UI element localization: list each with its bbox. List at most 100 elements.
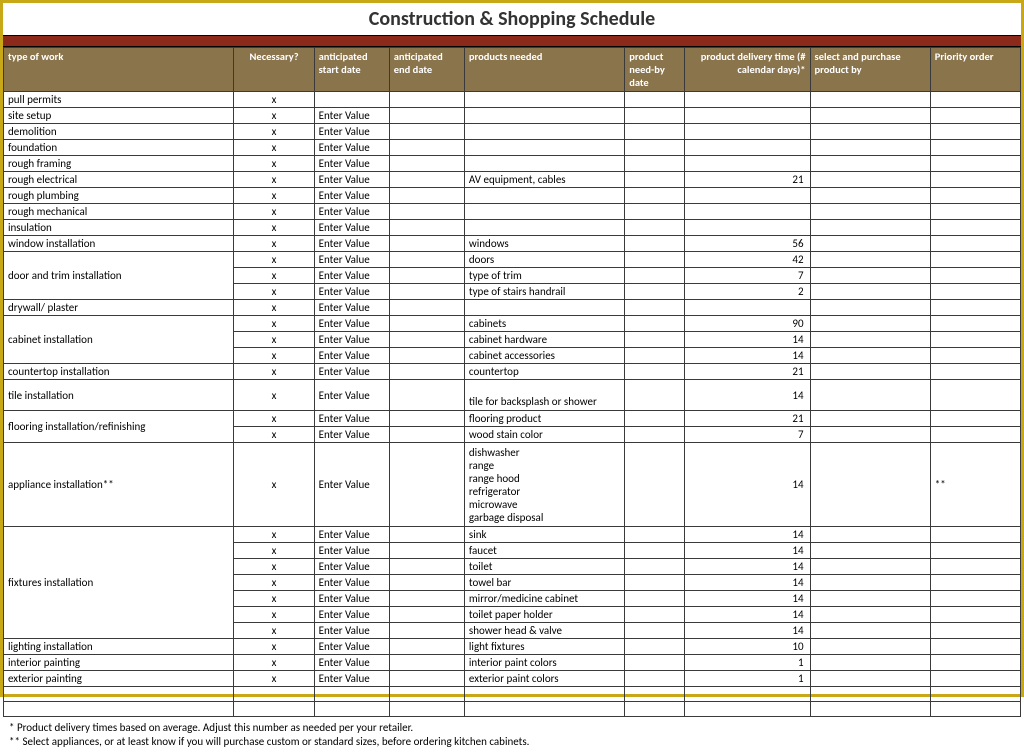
cell-select-by[interactable] [810, 527, 930, 543]
cell-work[interactable]: foundation [4, 140, 234, 156]
cell-start-date[interactable]: Enter Value [314, 332, 389, 348]
cell-delivery[interactable] [685, 220, 810, 236]
cell-start-date[interactable]: Enter Value [314, 156, 389, 172]
cell-select-by[interactable] [810, 575, 930, 591]
cell-need-by[interactable] [625, 687, 685, 702]
cell-need-by[interactable] [625, 702, 685, 717]
cell-select-by[interactable] [810, 702, 930, 717]
cell-need-by[interactable] [625, 443, 685, 527]
cell-select-by[interactable] [810, 623, 930, 639]
cell-end-date[interactable] [389, 591, 464, 607]
cell-end-date[interactable] [389, 655, 464, 671]
cell-work[interactable]: cabinet installation [4, 316, 234, 364]
cell-delivery[interactable]: 21 [685, 364, 810, 380]
cell-necessary[interactable]: x [234, 316, 314, 332]
cell-delivery[interactable]: 56 [685, 236, 810, 252]
cell-select-by[interactable] [810, 108, 930, 124]
cell-delivery[interactable]: 14 [685, 348, 810, 364]
cell-end-date[interactable] [389, 156, 464, 172]
cell-priority[interactable] [930, 268, 1020, 284]
cell-end-date[interactable] [389, 702, 464, 717]
cell-necessary[interactable]: x [234, 591, 314, 607]
cell-end-date[interactable] [389, 220, 464, 236]
cell-priority[interactable] [930, 591, 1020, 607]
cell-priority[interactable] [930, 639, 1020, 655]
cell-priority[interactable] [930, 655, 1020, 671]
cell-start-date[interactable] [314, 92, 389, 108]
cell-select-by[interactable] [810, 124, 930, 140]
cell-delivery[interactable] [685, 188, 810, 204]
cell-delivery[interactable]: 14 [685, 543, 810, 559]
cell-need-by[interactable] [625, 427, 685, 443]
cell-need-by[interactable] [625, 332, 685, 348]
cell-end-date[interactable] [389, 108, 464, 124]
cell-priority[interactable] [930, 172, 1020, 188]
cell-priority[interactable] [930, 364, 1020, 380]
cell-need-by[interactable] [625, 300, 685, 316]
cell-start-date[interactable]: Enter Value [314, 188, 389, 204]
cell-delivery[interactable]: 14 [685, 591, 810, 607]
cell-necessary[interactable]: x [234, 427, 314, 443]
cell-necessary[interactable]: x [234, 140, 314, 156]
cell-work[interactable]: tile installation [4, 380, 234, 411]
cell-start-date[interactable]: Enter Value [314, 284, 389, 300]
cell-work[interactable]: window installation [4, 236, 234, 252]
cell-products[interactable] [464, 702, 624, 717]
cell-necessary[interactable]: x [234, 92, 314, 108]
cell-select-by[interactable] [810, 591, 930, 607]
cell-necessary[interactable]: x [234, 124, 314, 140]
cell-delivery[interactable]: 14 [685, 527, 810, 543]
cell-products[interactable]: faucet [464, 543, 624, 559]
cell-select-by[interactable] [810, 380, 930, 411]
cell-select-by[interactable] [810, 639, 930, 655]
cell-start-date[interactable]: Enter Value [314, 140, 389, 156]
cell-start-date[interactable]: Enter Value [314, 591, 389, 607]
cell-need-by[interactable] [625, 348, 685, 364]
cell-work[interactable]: pull permits [4, 92, 234, 108]
cell-priority[interactable] [930, 559, 1020, 575]
cell-work[interactable]: rough electrical [4, 172, 234, 188]
cell-end-date[interactable] [389, 687, 464, 702]
cell-need-by[interactable] [625, 268, 685, 284]
cell-need-by[interactable] [625, 639, 685, 655]
cell-delivery[interactable] [685, 300, 810, 316]
cell-delivery[interactable] [685, 156, 810, 172]
cell-products[interactable]: type of stairs handrail [464, 284, 624, 300]
cell-end-date[interactable] [389, 671, 464, 687]
cell-select-by[interactable] [810, 284, 930, 300]
cell-necessary[interactable]: x [234, 332, 314, 348]
cell-work[interactable]: demolition [4, 124, 234, 140]
cell-delivery[interactable]: 7 [685, 427, 810, 443]
cell-work[interactable]: fixtures installation [4, 527, 234, 639]
cell-priority[interactable] [930, 156, 1020, 172]
cell-work[interactable]: countertop installation [4, 364, 234, 380]
cell-products[interactable]: dishwasherrangerange hoodrefrigeratormic… [464, 443, 624, 527]
cell-priority[interactable] [930, 543, 1020, 559]
cell-necessary[interactable]: x [234, 623, 314, 639]
cell-products[interactable]: shower head & valve [464, 623, 624, 639]
cell-start-date[interactable]: Enter Value [314, 268, 389, 284]
cell-necessary[interactable] [234, 702, 314, 717]
cell-products[interactable]: wood stain color [464, 427, 624, 443]
cell-priority[interactable] [930, 92, 1020, 108]
cell-end-date[interactable] [389, 316, 464, 332]
cell-necessary[interactable]: x [234, 348, 314, 364]
cell-necessary[interactable]: x [234, 671, 314, 687]
cell-products[interactable]: sink [464, 527, 624, 543]
cell-end-date[interactable] [389, 575, 464, 591]
cell-need-by[interactable] [625, 172, 685, 188]
cell-priority[interactable] [930, 607, 1020, 623]
cell-products[interactable]: windows [464, 236, 624, 252]
cell-need-by[interactable] [625, 188, 685, 204]
cell-end-date[interactable] [389, 623, 464, 639]
cell-delivery[interactable]: 14 [685, 623, 810, 639]
cell-work[interactable]: insulation [4, 220, 234, 236]
cell-products[interactable] [464, 300, 624, 316]
cell-work[interactable]: door and trim installation [4, 252, 234, 300]
cell-delivery[interactable]: 14 [685, 607, 810, 623]
cell-select-by[interactable] [810, 316, 930, 332]
cell-products[interactable]: cabinets [464, 316, 624, 332]
cell-products[interactable]: mirror/medicine cabinet [464, 591, 624, 607]
cell-products[interactable] [464, 188, 624, 204]
cell-products[interactable]: countertop [464, 364, 624, 380]
